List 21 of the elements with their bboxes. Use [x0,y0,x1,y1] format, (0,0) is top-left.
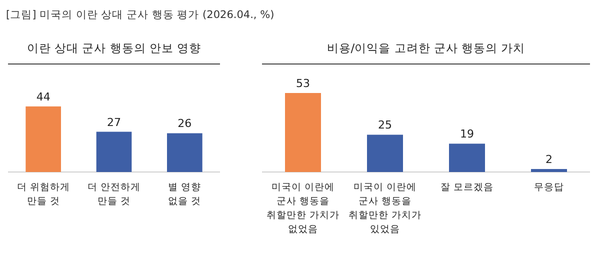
x-tick-label: 무응답 [534,182,564,193]
x-tick-label: 더 안전하게 만들 것 [87,182,141,207]
data-label: 26 [178,117,192,130]
x-tick-label: 별 영향 없을 것 [168,182,202,207]
data-label: 2 [546,153,552,166]
bar [531,169,567,172]
bar [367,134,403,172]
chart-title: 비용/이익을 고려한 군사 행동의 가치 [326,41,526,55]
bar [449,144,485,172]
data-label: 44 [36,90,50,104]
x-tick-label: 미국이 이란에 군사 행동을 취할만한 가치가 있었음 [348,182,422,235]
x-tick-label: 더 위험하게 만들 것 [16,182,70,207]
x-tick-label: 미국이 이란에 군사 행동을 취할만한 가치가 없었음 [266,182,340,235]
data-label: 27 [107,116,121,129]
text: [그림] 미국의 이란 상대 군사 행동 평가 (2026.04., %) [6,9,274,21]
data-label: 53 [296,77,310,90]
data-label: 25 [378,118,392,132]
x-tick-label: 잘 모르겠음 [440,182,494,193]
chart-title: 이란 상대 군사 행동의 안보 영향 [26,41,202,55]
bar [285,93,321,172]
data-label: 19 [460,128,474,141]
